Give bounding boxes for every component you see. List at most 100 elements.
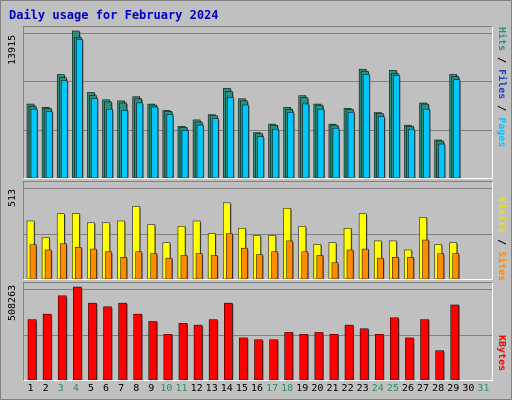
day-label: 7 [118, 383, 125, 394]
kbytes-bar [254, 339, 263, 380]
visits-sites-panel [23, 181, 493, 280]
sites-bar [331, 262, 339, 279]
kbytes-bar [118, 302, 127, 380]
sites-bar [226, 233, 233, 279]
visits-bar [102, 222, 110, 279]
visits-bar [192, 220, 201, 279]
sites-bar [135, 251, 143, 279]
legend-sep-1: / [496, 51, 507, 70]
kbytes-bar [239, 337, 248, 380]
pages-bar [151, 106, 159, 178]
visits-bar [358, 213, 367, 279]
day-label: 29 [447, 383, 460, 394]
day-label: 9 [148, 383, 155, 394]
kbytes-bar [163, 334, 173, 380]
day-label: 1 [27, 383, 34, 394]
kbytes-bar [299, 334, 309, 380]
visits-sites-plot [24, 188, 492, 279]
kbytes-bar [314, 332, 324, 380]
day-label: 20 [311, 383, 324, 394]
visits-max-label: 513 [7, 188, 18, 207]
pages-bar [106, 108, 113, 178]
pages-bar [91, 98, 98, 178]
chart-title: Daily usage for February 2024 [9, 8, 219, 22]
pages-bar [272, 129, 279, 178]
day-label: 5 [87, 383, 94, 394]
legend-hits-files-pages: Hits / Files / Pages [496, 27, 507, 147]
kbytes-max-label: 508263 [7, 284, 18, 321]
day-label: 16 [250, 383, 264, 394]
sites-bar [376, 257, 384, 279]
legend-sep-2: / [496, 99, 507, 118]
kbytes-plot [24, 286, 492, 380]
kbytes-bar [435, 350, 444, 380]
kbytes-bar [224, 302, 233, 380]
day-label: 24 [371, 383, 384, 394]
kbytes-bar [178, 323, 188, 380]
visits-bar [177, 226, 186, 279]
sites-bar [301, 251, 309, 279]
pages-bar [211, 118, 219, 178]
pages-bar [166, 114, 174, 178]
day-label: 30 [462, 383, 475, 394]
pages-bar [408, 129, 415, 178]
pages-bar [136, 102, 144, 178]
visits-bar [328, 242, 337, 279]
pages-bar [257, 136, 264, 178]
legend-sites: Sites [496, 251, 507, 282]
pages-bar [453, 79, 461, 178]
day-label: 13 [205, 383, 218, 394]
sites-bar [422, 239, 429, 279]
day-label: 18 [281, 383, 294, 394]
day-label: 4 [72, 383, 79, 394]
pages-bar [302, 103, 310, 178]
day-label: 22 [341, 383, 354, 394]
sites-bar [90, 248, 97, 279]
kbytes-bar [193, 324, 203, 380]
day-label: 10 [160, 383, 173, 394]
legend-hits: Hits [496, 27, 507, 52]
day-label: 6 [103, 383, 110, 394]
day-label: 11 [175, 383, 188, 394]
kbytes-bar [284, 332, 293, 380]
sites-bar [392, 256, 399, 279]
hits-max-label: 13915 [7, 34, 18, 65]
pages-bar [362, 74, 370, 178]
kbytes-bar [450, 304, 460, 380]
x-axis-day-labels: 1 2 3 4 5 6 7 8 9 10 11 12 13 14 15 16 17 18 19 20 21 22 23 24 2… [23, 381, 493, 397]
visits-bar [147, 224, 156, 279]
sites-bar [286, 240, 293, 279]
kbytes-bar [344, 324, 354, 380]
pages-bar [347, 112, 355, 178]
legend-kbytes: KBytes [496, 335, 507, 371]
kbytes-bar [57, 295, 67, 380]
sites-bar [105, 251, 112, 279]
kbytes-bar [42, 313, 52, 380]
pages-bar [242, 104, 249, 178]
sites-bar [165, 257, 173, 279]
day-label: 28 [432, 383, 445, 394]
pages-bar [377, 116, 385, 178]
pages-bar [438, 143, 445, 178]
legend-files: Files [496, 69, 507, 100]
day-label: 26 [401, 383, 414, 394]
day-label: 12 [190, 383, 203, 394]
legend-visits: Visits [496, 197, 507, 234]
pages-bar [317, 108, 325, 178]
kbytes-bar [148, 321, 158, 380]
hits-files-pages-plot [24, 30, 492, 178]
sites-bar [256, 254, 263, 279]
day-label: 23 [356, 383, 369, 394]
kbytes-bar [390, 317, 399, 380]
pages-bar [423, 108, 430, 178]
kbytes-bar [405, 337, 414, 380]
sites-bar [437, 253, 444, 279]
sites-bar [210, 255, 218, 279]
visits-bar [117, 220, 125, 279]
pages-bar [45, 111, 53, 178]
legend-sep-3: / [496, 233, 507, 252]
sites-bar [346, 249, 354, 279]
sites-bar [452, 253, 460, 279]
pages-bar [30, 108, 38, 178]
